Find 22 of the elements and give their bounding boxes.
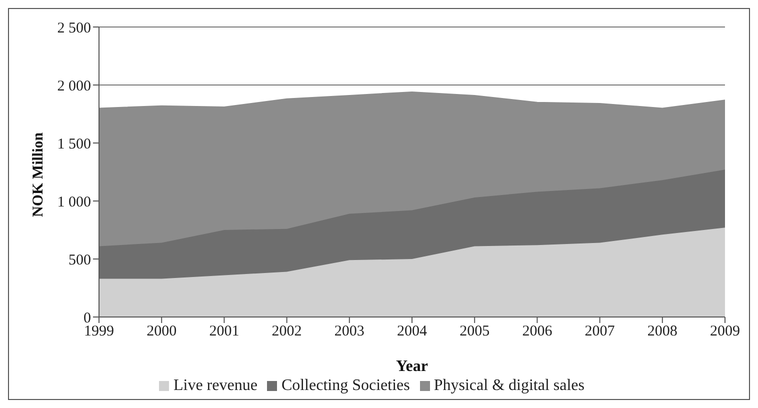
x-tick-label: 1999: [84, 324, 114, 340]
y-tick-label: 1 500: [57, 136, 91, 152]
x-tick-label: 2006: [522, 324, 553, 340]
legend-label: Live revenue: [173, 377, 258, 394]
x-tick-label: 2004: [397, 324, 428, 340]
y-axis-title: NOK Million: [30, 132, 46, 217]
x-tick-label: 2009: [710, 324, 740, 340]
x-tick-label: 2001: [209, 324, 240, 340]
x-axis-title: Year: [396, 358, 428, 375]
x-tick-label: 2003: [334, 324, 364, 340]
x-tick-label: 2002: [272, 324, 302, 340]
legend-label: Physical & digital sales: [434, 377, 585, 394]
y-tick-label: 1 000: [57, 194, 91, 210]
x-tick-label: 2005: [460, 324, 490, 340]
x-tick-label: 2000: [146, 324, 177, 340]
legend-label: Collecting Societies: [281, 377, 410, 394]
x-tick-label: 2007: [584, 324, 616, 340]
y-tick-label: 0: [84, 310, 91, 326]
y-tick-label: 2 000: [57, 78, 91, 94]
y-tick-label: 2 500: [57, 20, 91, 36]
y-tick-label: 500: [68, 252, 91, 268]
x-tick-label: 2008: [647, 324, 678, 340]
